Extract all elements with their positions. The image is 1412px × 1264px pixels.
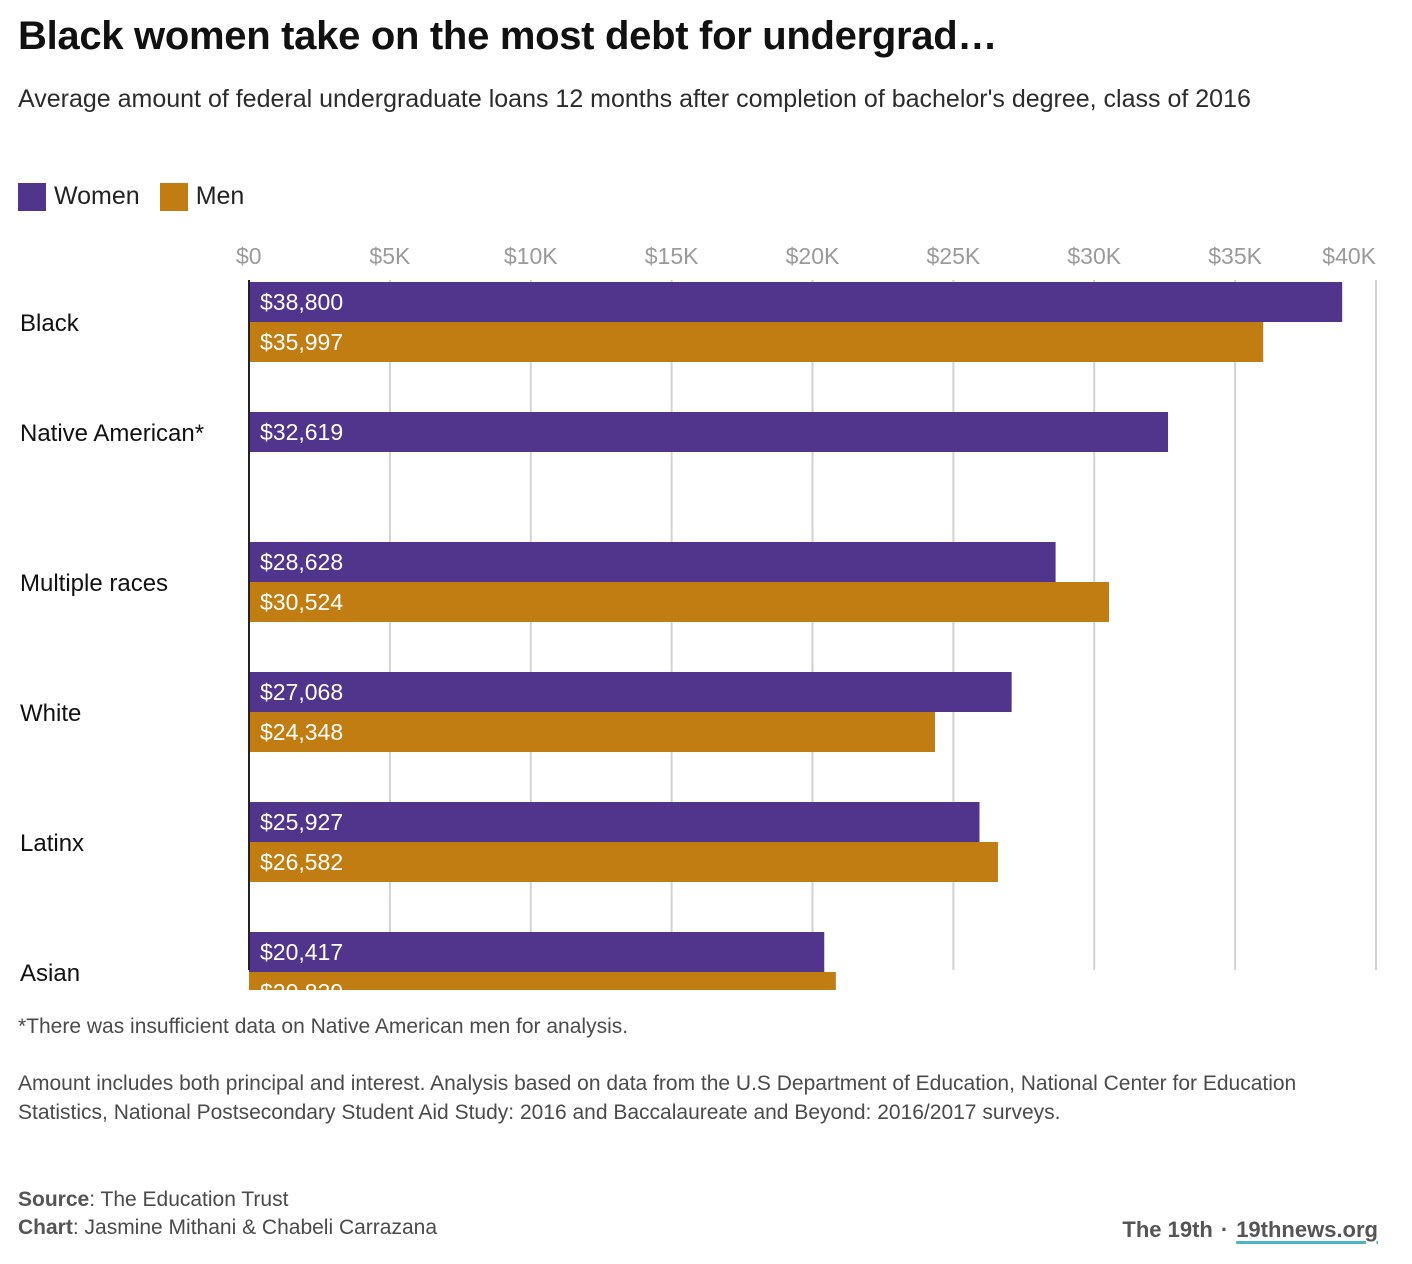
x-tick-label: $35K bbox=[1208, 243, 1262, 269]
chart-title: Black women take on the most debt for un… bbox=[18, 14, 998, 58]
data-label: $26,582 bbox=[260, 849, 343, 875]
data-label: $28,628 bbox=[260, 549, 343, 575]
data-label: $32,619 bbox=[260, 419, 343, 445]
bar-men bbox=[249, 972, 836, 990]
x-tick-label: $5K bbox=[369, 243, 411, 269]
category-label: White bbox=[20, 700, 81, 727]
category-label: Black bbox=[20, 310, 80, 337]
brand-separator: · bbox=[1220, 1217, 1229, 1242]
methodology-note: Amount includes both principal and inter… bbox=[18, 1072, 1297, 1124]
x-tick-label: $30K bbox=[1067, 243, 1121, 269]
legend-swatch-women bbox=[18, 182, 46, 211]
data-label: $38,800 bbox=[260, 289, 343, 315]
category-label: Multiple races bbox=[20, 570, 168, 597]
chart-credit-label: Chart bbox=[18, 1216, 73, 1239]
bar-chart: $0 $5K $10K $15K $20K $25K $30K $35K $40K Black $3… bbox=[20, 243, 1377, 990]
data-label: $35,997 bbox=[260, 329, 343, 355]
brand-link[interactable]: 19thnews.org bbox=[1236, 1217, 1378, 1242]
bar-women bbox=[249, 282, 1343, 322]
chart-subtitle: Average amount of federal undergraduate … bbox=[18, 85, 1251, 113]
data-label: $20,829 bbox=[260, 979, 343, 990]
legend-label-men: Men bbox=[195, 182, 245, 210]
legend: Women Men bbox=[18, 182, 264, 211]
source-line: Source: The Education Trust bbox=[18, 1186, 437, 1214]
source-label: Source bbox=[18, 1188, 90, 1211]
bar-men bbox=[249, 842, 998, 882]
bar-women bbox=[249, 802, 980, 842]
data-label: $27,068 bbox=[260, 679, 343, 705]
bar-men bbox=[249, 582, 1110, 622]
x-tick-label: $10K bbox=[504, 243, 558, 269]
brand-name: The 19th bbox=[1122, 1217, 1213, 1242]
bar-women bbox=[249, 672, 1012, 712]
bar-women bbox=[249, 542, 1056, 582]
credits: Source: The Education Trust Chart: Jasmi… bbox=[18, 1186, 437, 1242]
footnote: *There was insufficient data on Native A… bbox=[18, 1015, 629, 1038]
source-value: : The Education Trust bbox=[89, 1188, 289, 1211]
category-label: Asian bbox=[20, 960, 80, 987]
chart-credit-line: Chart: Jasmine Mithani & Chabeli Carraza… bbox=[18, 1214, 437, 1242]
x-tick-label: $20K bbox=[786, 243, 840, 269]
legend-item-women: Women bbox=[18, 182, 140, 211]
bar-women bbox=[249, 412, 1169, 452]
bar-women bbox=[249, 932, 825, 972]
data-label: $20,417 bbox=[260, 939, 343, 965]
x-tick-label: $0 bbox=[236, 243, 262, 269]
x-tick-label: $15K bbox=[645, 243, 699, 269]
chart-credit-value: : Jasmine Mithani & Chabeli Carrazana bbox=[72, 1216, 438, 1239]
data-label: $25,927 bbox=[260, 809, 343, 835]
bar-men bbox=[249, 322, 1264, 362]
bar-men bbox=[249, 712, 936, 752]
data-label: $24,348 bbox=[260, 719, 343, 745]
data-label: $30,524 bbox=[260, 589, 343, 615]
category-label: Native American* bbox=[20, 420, 204, 447]
legend-label-women: Women bbox=[54, 182, 140, 210]
legend-item-men: Men bbox=[159, 182, 245, 211]
category-label: Latinx bbox=[20, 830, 84, 857]
legend-swatch-men bbox=[159, 182, 188, 211]
brand: The 19th · 19thnews.org bbox=[1122, 1217, 1378, 1243]
x-tick-label: $25K bbox=[927, 243, 981, 269]
x-tick-label: $40K bbox=[1322, 243, 1376, 269]
